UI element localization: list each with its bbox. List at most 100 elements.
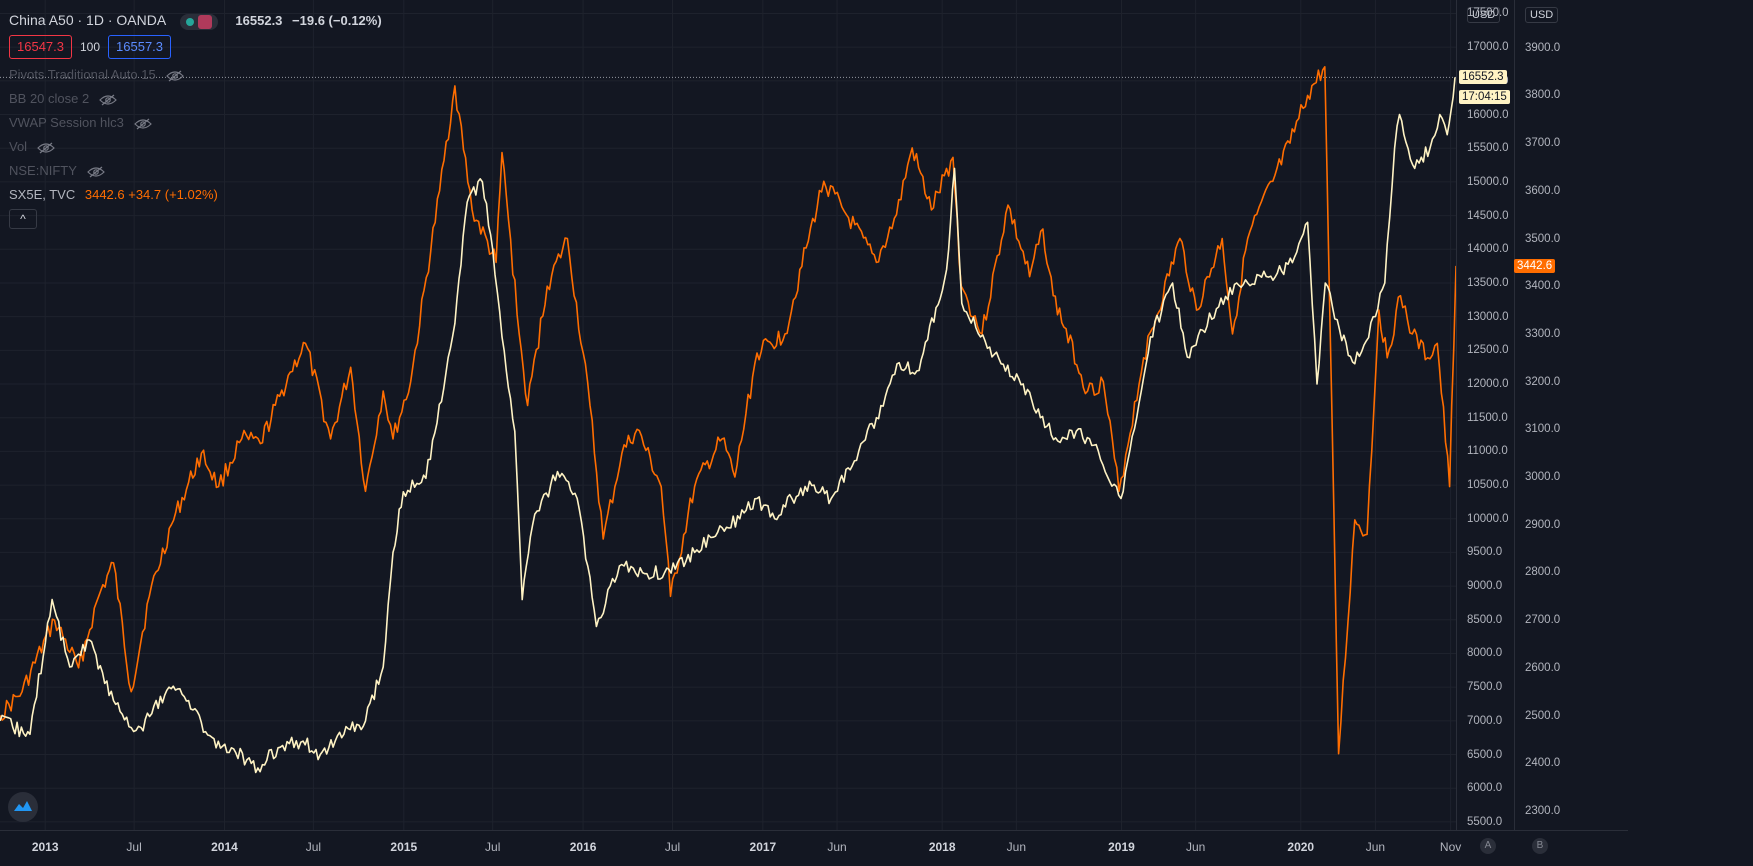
countdown-label: 17:04:15 bbox=[1459, 90, 1510, 105]
price-tick-label: 13500.0 bbox=[1467, 276, 1509, 289]
price-tick-label: 2700.0 bbox=[1525, 614, 1561, 627]
series-line-sx5e bbox=[0, 66, 1457, 755]
indicator-list: Pivots Traditional Auto 15 BB 20 close 2 V… bbox=[9, 64, 382, 184]
price-tick-label: 2900.0 bbox=[1525, 518, 1561, 531]
auto-scale-button[interactable]: A bbox=[1480, 838, 1496, 854]
tradingview-logo-icon bbox=[14, 801, 32, 811]
price-tick-label: 2400.0 bbox=[1525, 757, 1561, 770]
price-tick-label: 11500.0 bbox=[1467, 411, 1508, 424]
price-tick-label: 2800.0 bbox=[1525, 566, 1561, 579]
price-tick-label: 3400.0 bbox=[1525, 280, 1561, 293]
last-price: 16552.3 bbox=[235, 13, 283, 28]
indicator-row[interactable]: NSE:NIFTY bbox=[9, 160, 382, 184]
indicator-label: BB 20 close 2 bbox=[9, 91, 90, 106]
market-status-toggle[interactable] bbox=[179, 13, 218, 30]
compare-price-label: 3442.6 bbox=[1514, 258, 1556, 273]
series-line-china-a50 bbox=[0, 77, 1456, 774]
price-tick-label: 3000.0 bbox=[1525, 471, 1561, 483]
indicator-row[interactable]: VWAP Session hlc3 bbox=[9, 112, 382, 136]
time-tick-label: Jul bbox=[126, 840, 142, 854]
price-tick-label: 6000.0 bbox=[1467, 782, 1503, 795]
time-tick-label: Jun bbox=[1185, 840, 1206, 854]
price-tick-label: 6500.0 bbox=[1467, 748, 1503, 761]
time-tick-label: 2018 bbox=[928, 840, 956, 854]
market-open-dot-icon bbox=[185, 17, 194, 26]
price-tick-label: 3600.0 bbox=[1525, 184, 1561, 197]
currency-label-left[interactable]: USD bbox=[1467, 7, 1501, 23]
price-tick-label: 2300.0 bbox=[1525, 804, 1561, 817]
price-tick-label: 16000.0 bbox=[1467, 108, 1509, 121]
indicator-row[interactable]: Vol bbox=[9, 136, 382, 160]
time-tick-label: 2017 bbox=[749, 840, 777, 854]
time-tick-label: 2016 bbox=[569, 840, 597, 854]
log-scale-button[interactable]: B bbox=[1532, 838, 1548, 854]
hidden-eye-icon[interactable] bbox=[87, 166, 105, 178]
main-price-label: 16552.3 bbox=[1459, 70, 1507, 85]
time-tick-label: Jul bbox=[664, 840, 681, 854]
legend-main-row: China A50 · 1D · OANDA 16552.3 −19.6 (−0… bbox=[9, 9, 382, 33]
collapse-row: ^ bbox=[9, 208, 382, 232]
indicator-label: VWAP Session hlc3 bbox=[9, 115, 124, 130]
hidden-eye-icon[interactable] bbox=[165, 70, 184, 82]
price-scale-right[interactable]: USD 2300.0 2400.0 2500.0 2600.0 2700.0 2800.0… bbox=[1514, 0, 1753, 830]
compare-symbol-label: SX5E, TVC bbox=[9, 187, 76, 202]
spread-value: 100 bbox=[80, 40, 101, 54]
currency-label-right[interactable]: USD bbox=[1525, 7, 1559, 23]
hidden-eye-icon[interactable] bbox=[37, 142, 55, 154]
time-tick-label: 2019 bbox=[1108, 840, 1135, 854]
price-tick-label: 11000.0 bbox=[1467, 445, 1508, 458]
price-change: −19.6 (−0.12%) bbox=[292, 13, 382, 28]
price-tick-label: 9000.0 bbox=[1467, 580, 1503, 593]
hidden-eye-icon[interactable] bbox=[134, 118, 152, 130]
price-tick-label: 2600.0 bbox=[1525, 661, 1561, 674]
price-tick-label: 15500.0 bbox=[1467, 142, 1509, 155]
price-tick-label: 5500.0 bbox=[1467, 815, 1503, 828]
price-tick-label: 3500.0 bbox=[1525, 232, 1561, 245]
time-tick-label: Jul bbox=[485, 840, 501, 854]
data-menu-icon bbox=[197, 14, 212, 29]
price-tick-label: 2500.0 bbox=[1525, 709, 1561, 722]
price-tick-label: 10000.0 bbox=[1467, 512, 1509, 525]
price-tick-label: 3700.0 bbox=[1525, 137, 1561, 150]
compare-row[interactable]: SX5E, TVC 3442.6 +34.7 (+1.02%) bbox=[9, 184, 382, 208]
tradingview-logo[interactable] bbox=[8, 792, 38, 822]
collapse-legend-button[interactable]: ^ bbox=[9, 209, 37, 229]
price-tick-label: 14500.0 bbox=[1467, 209, 1509, 222]
time-axis[interactable]: 2013 Jul 2014 Jul 2015 Jul 2016 Jul 2017 Jun 2018 J… bbox=[0, 830, 1628, 866]
indicator-label: NSE:NIFTY bbox=[9, 163, 77, 178]
indicator-row[interactable]: BB 20 close 2 bbox=[9, 88, 382, 112]
price-tick-label: 17000.0 bbox=[1467, 41, 1509, 54]
symbol-title[interactable]: China A50 · 1D · OANDA bbox=[9, 12, 167, 28]
price-tick-label: 7000.0 bbox=[1467, 714, 1503, 727]
hidden-eye-icon[interactable] bbox=[99, 94, 118, 106]
price-tick-label: 9500.0 bbox=[1467, 546, 1503, 559]
ask-price-button[interactable]: 16557.3 bbox=[108, 35, 172, 59]
bid-price-button[interactable]: 16547.3 bbox=[9, 35, 72, 59]
time-tick-label: 2020 bbox=[1287, 840, 1315, 854]
price-tick-label: 3800.0 bbox=[1525, 89, 1561, 102]
time-tick-label: Jun bbox=[1365, 840, 1386, 854]
chart-legend: China A50 · 1D · OANDA 16552.3 −19.6 (−0… bbox=[9, 9, 382, 232]
price-tick-label: 17500.0 bbox=[1467, 7, 1509, 20]
time-tick-label: 2015 bbox=[390, 840, 418, 854]
time-tick-label: 2014 bbox=[211, 840, 238, 854]
indicator-label: Pivots Traditional Auto 15 bbox=[9, 67, 156, 82]
price-tick-label: 3300.0 bbox=[1525, 327, 1561, 340]
bid-ask-row: 16547.3 100 16557.3 bbox=[9, 33, 382, 64]
grid-lines bbox=[0, 0, 1456, 830]
price-tick-label: 10500.0 bbox=[1467, 479, 1509, 492]
price-tick-label: 12000.0 bbox=[1467, 378, 1509, 390]
price-tick-label: 7500.0 bbox=[1467, 681, 1503, 694]
price-tick-label: 3100.0 bbox=[1525, 423, 1561, 436]
time-tick-label: 2013 bbox=[31, 840, 59, 854]
price-tick-label: 14000.0 bbox=[1467, 243, 1509, 256]
price-tick-label: 8500.0 bbox=[1467, 613, 1503, 626]
price-tick-label: 13000.0 bbox=[1467, 310, 1509, 323]
price-tick-label: 15000.0 bbox=[1467, 175, 1509, 188]
price-tick-label: 3900.0 bbox=[1525, 41, 1561, 54]
time-tick-label: Jul bbox=[305, 840, 322, 854]
time-tick-label: Jun bbox=[827, 840, 847, 854]
indicator-row[interactable]: Pivots Traditional Auto 15 bbox=[9, 64, 382, 88]
price-scale-left[interactable]: USD 5500.0 6000.0 6500.0 7000.0 7500.0 8000.0… bbox=[1456, 0, 1515, 830]
